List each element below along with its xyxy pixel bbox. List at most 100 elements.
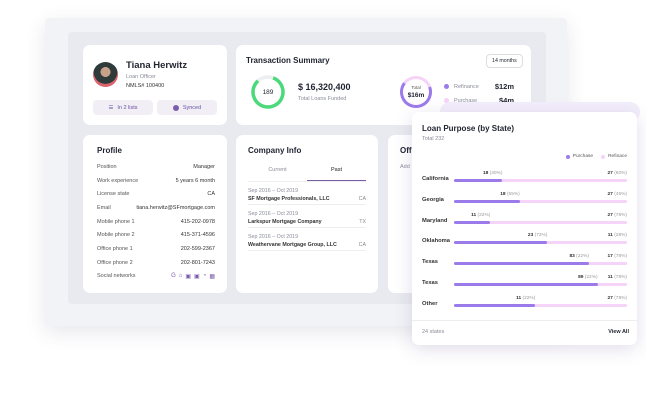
purchase-value: 18 (40%) xyxy=(482,171,503,176)
user-card: Tiana Herwitz Loan Officer NMLS# 100400 … xyxy=(83,45,227,125)
profile-row: License state CA xyxy=(97,187,215,201)
purchase-bar xyxy=(454,241,548,245)
profile-label: Office phone 2 xyxy=(97,259,133,266)
lists-button[interactable]: ☰ In 2 lists xyxy=(93,100,153,115)
purchase-value: 89 (22%) xyxy=(578,275,598,280)
state-label: Texas xyxy=(422,259,439,266)
company-dates: Sep 2016 – Oct 2019 xyxy=(248,188,299,194)
user-nmls: NMLS# 100400 xyxy=(126,83,165,89)
purchase-bar xyxy=(454,199,520,203)
facebook-icon[interactable]: ▣ xyxy=(194,273,200,280)
home-icon[interactable]: ⌂ xyxy=(178,272,183,279)
state-row: Texas 89 (22%) 11 (78%) xyxy=(422,271,627,293)
company-state: CA xyxy=(358,196,366,202)
company-tabs: Current Past xyxy=(248,167,366,182)
company-state: TX xyxy=(359,219,366,225)
company-dates: Sep 2016 – Oct 2019 xyxy=(248,234,299,240)
profile-row: Office phone 1 202-599-2367 xyxy=(97,242,215,256)
refinance-bar: 11 (22%) 27 (78%) xyxy=(454,213,627,224)
refinance-value: 17 (78%) xyxy=(607,254,627,260)
refinance-bar: 18 (55%) 27 (45%) xyxy=(454,192,627,203)
company-list-item[interactable]: Sep 2016 – Oct 2019 Larkspur Mortgage Com… xyxy=(248,205,366,228)
profile-value[interactable]: 415-371-4596 xyxy=(180,232,215,239)
profile-label: License state xyxy=(97,191,130,198)
purpose-donut xyxy=(400,76,432,108)
profile-label: Work experience xyxy=(97,177,139,184)
refinance-value: 11 (78%) xyxy=(607,275,627,280)
profile-value[interactable]: tiana.herwitz@SFmortgage.com xyxy=(136,204,215,211)
purchase-value: 18 (55%) xyxy=(500,191,520,197)
profile-row: Mobile phone 1 415-202-0978 xyxy=(97,215,215,229)
purchase-bar xyxy=(454,179,503,182)
google-icon[interactable]: G xyxy=(171,272,176,279)
purchase-bar xyxy=(454,283,598,286)
synced-button[interactable]: Synced xyxy=(157,100,217,115)
office-add-link[interactable]: Add xyxy=(400,164,410,170)
profile-value[interactable]: 202-801-7243 xyxy=(180,259,215,266)
office-title: Off xyxy=(400,146,412,155)
purchase-value: 23 (72%) xyxy=(527,233,548,239)
company-list-item[interactable]: Sep 2016 – Oct 2019 Weathervane Mortgage … xyxy=(248,228,366,251)
state-label: California xyxy=(422,176,449,182)
profile-label: Office phone 1 xyxy=(97,245,133,252)
profile-label: Email xyxy=(97,204,111,211)
company-title: Company Info xyxy=(248,146,302,155)
profile-value[interactable]: 415-202-0978 xyxy=(180,218,215,225)
profile-value: CA xyxy=(207,191,215,198)
avatar xyxy=(93,62,118,87)
state-row: Georgia 18 (55%) 27 (45%) xyxy=(422,188,627,210)
user-role: Loan Officer xyxy=(126,74,156,80)
state-label: Georgia xyxy=(422,196,444,203)
state-label: Oklahoma xyxy=(422,238,451,245)
chart-legend: Purchase Refinace xyxy=(565,154,627,159)
state-row: Texas 83 (22%) 17 (78%) xyxy=(422,250,627,272)
user-name: Tiana Herwitz xyxy=(126,60,188,71)
legend-purchase: Purchase $4m xyxy=(444,96,514,105)
profile-label: Mobile phone 1 xyxy=(97,218,135,225)
profile-value[interactable]: 202-599-2367 xyxy=(180,245,215,252)
linkedin-icon[interactable]: ▣ xyxy=(185,273,192,280)
loan-purpose-title: Loan Purpose (by State) xyxy=(422,124,515,133)
state-label: Texas xyxy=(422,280,439,286)
period-button[interactable]: 14 months xyxy=(486,54,523,68)
donut-value: $16m xyxy=(407,92,425,99)
profile-card: Profile Position Manager Work experience 5 … xyxy=(83,135,227,293)
loan-purpose-panel: Loan Purpose (by State) Total 232 Purcha… xyxy=(412,112,637,345)
profile-value: Manager xyxy=(193,163,215,170)
state-row: Other 11 (22%) 27 (78%) xyxy=(422,292,627,314)
state-row: Oklahoma 23 (72%) 11 (28%) xyxy=(422,229,627,251)
profile-title: Profile xyxy=(97,146,122,155)
refinance-bar: 23 (72%) 11 (28%) xyxy=(454,233,627,245)
profile-row: Email tiana.herwitz@SFmortgage.com xyxy=(97,201,215,215)
refinance-value: 27 (78%) xyxy=(607,295,627,301)
company-dates: Sep 2016 – Oct 2019 xyxy=(248,211,299,217)
company-name: Weathervane Mortgage Group, LLC xyxy=(248,242,337,248)
building-icon[interactable]: ▦ xyxy=(209,273,215,280)
refinance-value: 11 (28%) xyxy=(607,233,627,239)
refinance-value: 27 (60%) xyxy=(607,171,627,176)
transaction-title: Transaction Summary xyxy=(246,56,330,65)
whatsapp-icon[interactable]: ◔ xyxy=(202,272,207,279)
company-state: CA xyxy=(358,242,366,248)
purchase-bar xyxy=(454,220,491,224)
profile-value: 5 years 6 month xyxy=(175,177,215,184)
profile-label: Mobile phone 2 xyxy=(97,232,135,239)
purchase-bar xyxy=(454,262,589,266)
refinance-bar: 83 (22%) 17 (78%) xyxy=(454,254,627,266)
company-list-item[interactable]: Sep 2016 – Oct 2019 SF Mortgage Professio… xyxy=(248,182,366,205)
purchase-bar xyxy=(454,303,536,307)
tab-past[interactable]: Past xyxy=(307,167,366,181)
company-info-card: Company Info Current Past Sep 2016 – Oct… xyxy=(236,135,378,293)
purchase-value: 11 (22%) xyxy=(471,212,491,218)
states-count: 24 states xyxy=(422,329,445,335)
social-networks-row: Social networks G ⌂ ▣ ▣ ◔ ▦ xyxy=(97,272,215,280)
profile-label: Position xyxy=(97,163,117,170)
state-label: Maryland xyxy=(422,217,448,224)
tab-current[interactable]: Current xyxy=(268,167,287,173)
refinance-bar: 11 (22%) 27 (78%) xyxy=(454,296,627,307)
state-label: Other xyxy=(422,300,438,307)
loans-count-ring xyxy=(251,75,285,109)
view-all-link[interactable]: View All xyxy=(608,329,629,335)
sync-icon xyxy=(172,104,179,111)
legend-refinance: Refinance $12m xyxy=(444,82,514,91)
